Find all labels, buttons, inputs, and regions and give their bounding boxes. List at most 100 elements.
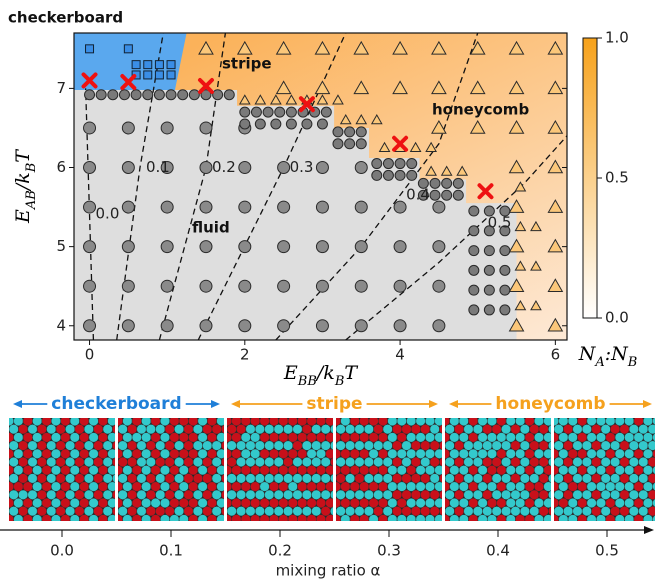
marker [160,279,174,293]
particle [449,523,459,533]
y-tick-label: 5 [56,237,66,255]
x-axis-label: mixing ratio α [276,562,381,580]
particle [573,523,583,533]
marker [468,264,480,276]
marker [83,240,97,254]
x-tick-label: 6 [551,346,561,364]
marker [483,245,495,257]
particle [492,523,502,533]
marker [285,118,297,130]
marker [301,118,313,130]
marker [354,240,368,254]
marker [468,225,480,237]
axis-arrow [644,526,654,534]
particle [629,523,639,533]
snapshot [554,418,655,533]
particle [359,514,370,521]
y-tick-label: 6 [56,158,66,176]
colorbar-label: NA:NB [578,343,638,370]
marker [277,240,291,254]
particle [543,432,551,443]
particle [107,432,115,443]
particle [486,514,498,521]
marker [277,319,291,333]
snapshot [9,418,122,533]
marker [508,317,525,332]
particle [112,473,115,483]
marker [508,119,525,134]
label-part: /k [12,172,34,192]
marker [238,279,252,293]
particle [165,523,175,533]
arrow-head [231,400,240,408]
marker [154,60,164,70]
particle [439,424,442,434]
x-tick-label: 0.0 [50,542,74,560]
marker [315,279,329,293]
marker [499,245,511,257]
region-label: fluid [192,219,230,237]
marker [354,279,368,293]
plot-frame [73,32,568,341]
marker [121,200,135,214]
particle [374,523,384,533]
marker [83,279,97,293]
particle [60,514,71,521]
particle [112,441,115,451]
x-tick-label: 0.5 [595,542,619,560]
particle [88,514,99,521]
particle [265,523,275,533]
marker [254,94,267,105]
marker [353,40,370,55]
marker [143,60,153,70]
marker [118,89,130,101]
marker [107,89,119,101]
marker [315,240,329,254]
region-label: checkerboard [8,9,123,27]
contour [84,88,95,340]
particle [240,514,251,521]
marker [355,114,368,125]
marker [469,119,486,134]
particle [112,523,122,533]
marker [508,199,525,213]
particle [439,523,449,533]
particle [439,441,442,451]
particle [620,523,630,533]
particle [368,514,379,521]
marker [238,161,252,175]
marker [83,161,97,175]
marker [142,89,154,101]
marker [499,284,511,296]
particle [146,523,156,533]
marker [508,80,525,95]
marker [452,189,464,201]
particle [112,506,115,516]
particle [174,523,184,533]
label-part: /k [315,362,335,384]
particle [558,514,569,521]
contour-label: 0.0 [96,205,120,223]
particle [32,514,43,521]
particle [473,523,483,533]
particle [41,514,52,521]
particle [221,457,224,467]
particle [302,523,312,533]
particle [434,448,442,459]
fluid-region [74,89,517,340]
marker [508,238,525,253]
particle [464,523,474,533]
colorbar-tick-label: 0.0 [605,309,629,327]
marker [393,319,407,333]
particle [268,514,280,521]
particle [652,498,655,508]
marker [277,279,291,293]
marker [406,169,418,181]
particle [250,514,261,521]
particle [107,448,115,459]
particle [349,514,360,521]
particle [97,514,109,521]
particle [259,514,270,521]
marker [332,138,344,150]
particle [325,514,333,521]
